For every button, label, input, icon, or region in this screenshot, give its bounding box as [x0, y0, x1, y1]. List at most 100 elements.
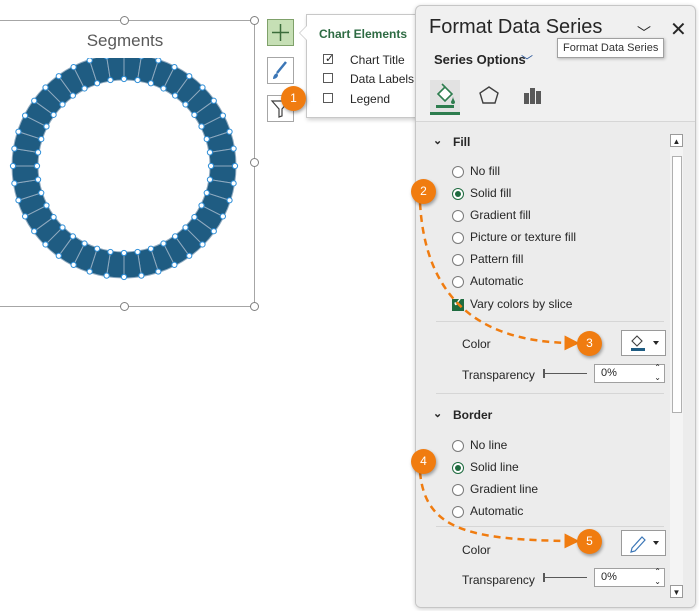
vary-colors-label[interactable]: Vary colors by slice: [470, 297, 573, 311]
callout-5: 5: [577, 529, 602, 554]
format-data-series-pane: Format Data Series ﹀ ✕ Series Options ﹀ …: [415, 5, 696, 608]
chart-elements-button[interactable]: [267, 19, 294, 46]
chart-title-checkbox[interactable]: ✓: [323, 53, 334, 65]
callout-1: 1: [281, 86, 306, 111]
selection-handle: [160, 85, 167, 92]
flyout-title: Chart Elements: [319, 27, 408, 41]
series-options-menu[interactable]: Series Options: [434, 52, 526, 67]
border-transparency-spinner[interactable]: 0% ⌃ ⌄: [594, 567, 665, 587]
fill-color-label: Color: [462, 337, 491, 351]
selection-handle: [171, 63, 178, 71]
no-fill-label[interactable]: No fill: [470, 164, 501, 178]
selection-handle: [15, 197, 22, 204]
fill-transparency-slider[interactable]: [543, 373, 587, 374]
scroll-thumb[interactable]: [672, 156, 682, 413]
brush-icon: [273, 61, 287, 79]
selection-handle: [69, 233, 76, 240]
automatic-fill-label[interactable]: Automatic: [470, 274, 524, 288]
chart-title[interactable]: Segments: [86, 31, 164, 50]
selection-handle: [199, 84, 206, 91]
selection-handle: [210, 97, 217, 104]
series-options-tab[interactable]: [517, 80, 547, 112]
selection-handle: [86, 268, 93, 275]
divider: [436, 321, 664, 322]
fill-transparency-spinner[interactable]: 0% ⌃ ⌄: [594, 363, 665, 383]
selection-handle: [160, 240, 167, 247]
gradient-fill-label[interactable]: Gradient fill: [470, 208, 531, 222]
fill-line-tab[interactable]: [430, 80, 460, 115]
no-fill-radio[interactable]: [452, 166, 464, 178]
selection-handle: [138, 272, 145, 279]
selection-handle: [69, 92, 76, 99]
selection-handle: [107, 248, 114, 256]
gradient-line-radio[interactable]: [452, 484, 464, 496]
selection-handle: [230, 145, 237, 152]
collapse-caret-icon: ⌄: [433, 408, 443, 420]
chart-styles-button[interactable]: [267, 57, 294, 84]
pattern-fill-radio[interactable]: [452, 254, 464, 266]
resize-handle-right[interactable]: [250, 158, 259, 167]
selection-handle: [207, 162, 215, 170]
pattern-fill-label[interactable]: Pattern fill: [470, 252, 524, 266]
resize-handle-bottom[interactable]: [120, 302, 129, 311]
series-options-chevron-icon[interactable]: ﹀: [521, 54, 534, 68]
resize-handle-bottom-right[interactable]: [250, 302, 259, 311]
selection-handle: [55, 73, 62, 80]
selection-handle: [11, 180, 18, 187]
scroll-up-arrow-icon[interactable]: ▲: [670, 134, 683, 147]
picture-fill-label[interactable]: Picture or texture fill: [470, 230, 577, 244]
scroll-down-arrow-icon[interactable]: ▼: [670, 585, 683, 598]
collapse-caret-icon: ⌄: [433, 135, 443, 147]
border-transparency-slider[interactable]: [543, 577, 587, 578]
automatic-line-label[interactable]: Automatic: [470, 504, 524, 518]
fill-transparency-label: Transparency: [462, 368, 535, 382]
automatic-line-radio[interactable]: [452, 506, 464, 518]
automatic-fill-radio[interactable]: [452, 276, 464, 288]
pane-title: Format Data Series: [429, 16, 603, 38]
selection-handle: [182, 101, 189, 108]
data-labels-label: Data Labels: [350, 72, 415, 86]
resize-handle-top[interactable]: [120, 16, 129, 25]
close-icon[interactable]: ✕: [670, 19, 687, 41]
selection-handle: [59, 101, 66, 108]
selection-handle: [11, 145, 18, 152]
selection-handle: [191, 214, 198, 221]
selection-handle: [31, 228, 38, 235]
selection-handle: [70, 261, 77, 269]
solid-fill-radio[interactable]: [452, 188, 464, 200]
selection-handle: [38, 136, 45, 143]
selection-handle: [203, 136, 210, 143]
solid-line-label[interactable]: Solid line: [470, 460, 519, 474]
selection-handle: [171, 261, 178, 269]
border-color-picker[interactable]: [621, 530, 666, 556]
solid-line-radio[interactable]: [452, 462, 464, 474]
no-line-radio[interactable]: [452, 440, 464, 452]
border-transparency-label: Transparency: [462, 573, 535, 587]
gradient-fill-radio[interactable]: [452, 210, 464, 222]
spinner-arrows-icon[interactable]: ⌃ ⌄: [654, 567, 661, 586]
spinner-arrows-icon[interactable]: ⌃ ⌄: [654, 363, 661, 382]
chevron-down-icon[interactable]: ﹀: [637, 25, 651, 41]
selection-handle: [155, 58, 162, 64]
callout-3: 3: [577, 331, 602, 356]
selection-handle: [199, 241, 206, 248]
effects-tab[interactable]: [474, 80, 504, 112]
selection-handle: [182, 224, 189, 231]
selection-handle: [50, 214, 57, 221]
solid-fill-label[interactable]: Solid fill: [470, 186, 512, 200]
legend-checkbox[interactable]: [323, 93, 333, 103]
data-labels-checkbox[interactable]: [323, 73, 333, 83]
selection-handle: [198, 123, 205, 130]
fill-color-picker[interactable]: [621, 330, 666, 356]
fill-transparency-value: 0%: [601, 367, 617, 379]
selection-handle: [81, 240, 88, 247]
selection-handle: [34, 176, 42, 183]
picture-fill-radio[interactable]: [452, 232, 464, 244]
gradient-line-label[interactable]: Gradient line: [470, 482, 539, 496]
pane-scrollbar[interactable]: ▲ ▼: [670, 134, 683, 598]
no-line-label[interactable]: No line: [470, 438, 508, 452]
resize-handle-top-right[interactable]: [250, 16, 259, 25]
donut-chart[interactable]: [0, 58, 250, 308]
selection-handle: [206, 149, 214, 156]
